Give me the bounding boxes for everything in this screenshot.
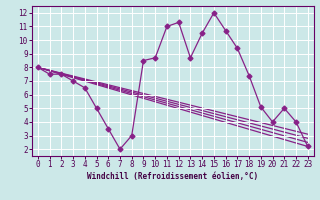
X-axis label: Windchill (Refroidissement éolien,°C): Windchill (Refroidissement éolien,°C) (87, 172, 258, 181)
